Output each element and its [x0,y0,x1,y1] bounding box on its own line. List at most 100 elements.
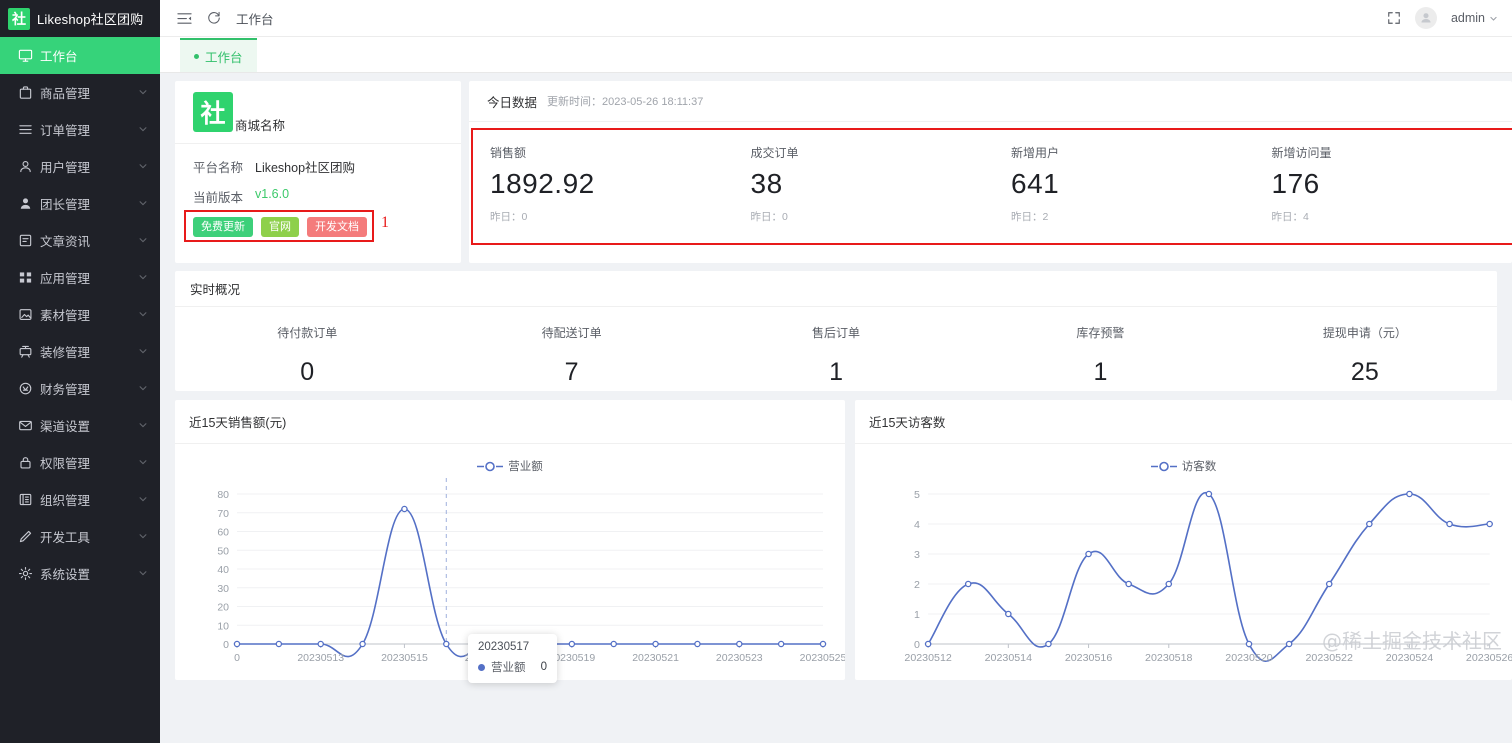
svg-text:80: 80 [217,489,229,501]
sidebar-item-5[interactable]: 文章资讯 [0,222,160,259]
sidebar-item-13[interactable]: 开发工具 [0,518,160,555]
top-row: 社 商城名称 平台名称 Likeshop社区团购 当前版本 v1.6.0 [160,81,1512,263]
realtime-label: 库存预警 [1076,326,1125,340]
visitors-chart-plot: 0 1 2 3 4 5 20230512 20230514 20230516 20230518 20… [855,472,1512,680]
sales-chart-plot: 0 10 20 30 40 50 60 70 80 0 20230513 20230515 202305… [175,472,845,680]
stat-label: 新增用户 [1011,146,1060,160]
realtime-title: 实时概况 [190,283,241,297]
official-site-button[interactable]: 官网 [261,217,299,238]
chevron-down-icon [1490,16,1497,21]
svg-text:1: 1 [914,609,920,621]
chevron-down-icon [138,86,148,100]
sidebar-item-4[interactable]: 团长管理 [0,185,160,222]
svg-text:20230518: 20230518 [1145,652,1193,664]
stat-cell-2: 新增用户 641 昨日：2 [991,144,1252,224]
svg-text:20230524: 20230524 [1386,652,1434,664]
sidebar: 社 Likeshop社区团购 工作台 商品管理 订单管理 用户管理 团长管理 文… [0,0,160,743]
version-row: 当前版本 v1.6.0 [193,187,443,206]
free-update-button[interactable]: 免费更新 [193,217,253,238]
charts-row: 近15天销售额(元) 营业额 0 10 20 30 40 50 60 70 80 0 2023051… [175,400,1512,680]
menu-fold-icon[interactable] [177,11,192,26]
sidebar-item-label: 商品管理 [40,87,91,101]
sidebar-item-0[interactable]: 工作台 [0,37,160,74]
logo-icon: 社 [8,7,30,30]
shop-logo-icon: 社 [193,92,233,132]
topbar: 工作台 admin [160,0,1512,37]
svg-text:10: 10 [217,620,229,632]
realtime-card: 实时概况 待付款订单 0 待配送订单 7 售后订单 1 库存预警 1 提现申请（… [175,271,1497,391]
svg-text:20230526: 20230526 [1466,652,1512,664]
today-title: 今日数据 [487,95,538,110]
sidebar-item-12[interactable]: 组织管理 [0,481,160,518]
sidebar-item-label: 财务管理 [40,383,91,397]
sidebar-item-1[interactable]: 商品管理 [0,74,160,111]
realtime-value: 1 [1093,358,1108,386]
annotation-number-1: 1 [381,214,389,231]
stat-subtext: 昨日：0 [490,211,528,223]
dev-docs-button[interactable]: 开发文档 [307,217,367,238]
refresh-icon[interactable] [207,11,221,25]
svg-text:20230512: 20230512 [904,652,952,664]
chevron-down-icon [138,382,148,396]
breadcrumb: 工作台 [236,12,274,27]
svg-text:20230513: 20230513 [297,652,344,664]
visitors-chart-header: 近15天访客数 [855,400,1512,444]
user-menu[interactable]: admin [1451,11,1498,25]
mail-icon [18,418,35,433]
svg-text:20230519: 20230519 [548,652,595,664]
sidebar-item-10[interactable]: 渠道设置 [0,407,160,444]
svg-text:20230515: 20230515 [381,652,428,664]
svg-text:20230523: 20230523 [716,652,763,664]
sidebar-item-label: 开发工具 [40,531,91,545]
sidebar-item-8[interactable]: 装修管理 [0,333,160,370]
fullscreen-icon[interactable] [1387,11,1401,25]
sidebar-item-9[interactable]: 财务管理 [0,370,160,407]
chevron-down-icon [138,419,148,433]
tooltip-series-label: 营业额 [491,662,526,674]
chevron-down-icon [138,271,148,285]
user-icon [18,159,35,174]
visitors-chart-legend[interactable]: 访客数 [855,458,1512,474]
svg-text:0: 0 [914,639,920,651]
sidebar-item-3[interactable]: 用户管理 [0,148,160,185]
legend-label: 访客数 [1181,461,1217,473]
tab-workbench[interactable]: 工作台 [180,38,257,72]
pen-icon [18,529,35,544]
sidebar-item-11[interactable]: 权限管理 [0,444,160,481]
sidebar-item-2[interactable]: 订单管理 [0,111,160,148]
realtime-value: 25 [1350,358,1379,386]
stat-subtext: 昨日：2 [1011,211,1049,223]
chevron-down-icon [138,567,148,581]
realtime-cell-4: 提现申请（元） 25 [1233,324,1497,387]
realtime-label: 待付款订单 [277,326,338,340]
user-filled-icon [18,196,35,211]
shop-header: 社 商城名称 [175,81,461,144]
app-logo[interactable]: 社 Likeshop社区团购 [0,0,160,37]
sales-chart-legend[interactable]: 营业额 [175,458,845,474]
user-name: admin [1450,11,1485,25]
svg-text:0: 0 [223,639,229,651]
action-buttons: 免费更新 官网 开发文档 1 [184,210,443,242]
visitors-chart-title: 近15天访客数 [869,416,946,430]
sidebar-item-14[interactable]: 系统设置 [0,555,160,592]
svg-text:2: 2 [914,579,920,591]
svg-text:40: 40 [217,564,229,576]
stat-value: 38 [750,168,783,199]
layout-icon [18,344,35,359]
svg-text:60: 60 [217,527,229,539]
legend-label: 营业额 [508,461,543,473]
sidebar-item-7[interactable]: 素材管理 [0,296,160,333]
visitors-chart-card: 近15天访客数 访客数 0 1 2 3 4 5 20230512 20230514 202305… [855,400,1512,680]
stat-value: 176 [1271,168,1320,199]
svg-text:20230516: 20230516 [1065,652,1113,664]
chevron-down-icon [138,493,148,507]
chevron-down-icon [138,308,148,322]
realtime-value: 7 [564,358,579,386]
avatar[interactable] [1414,7,1437,29]
today-header: 今日数据 更新时间：2023-05-26 18:11:37 [469,81,1512,122]
tab-dot-icon [194,53,199,59]
chevron-down-icon [138,197,148,211]
svg-text:20230521: 20230521 [632,652,679,664]
stat-value: 1892.92 [490,168,595,199]
sidebar-item-6[interactable]: 应用管理 [0,259,160,296]
